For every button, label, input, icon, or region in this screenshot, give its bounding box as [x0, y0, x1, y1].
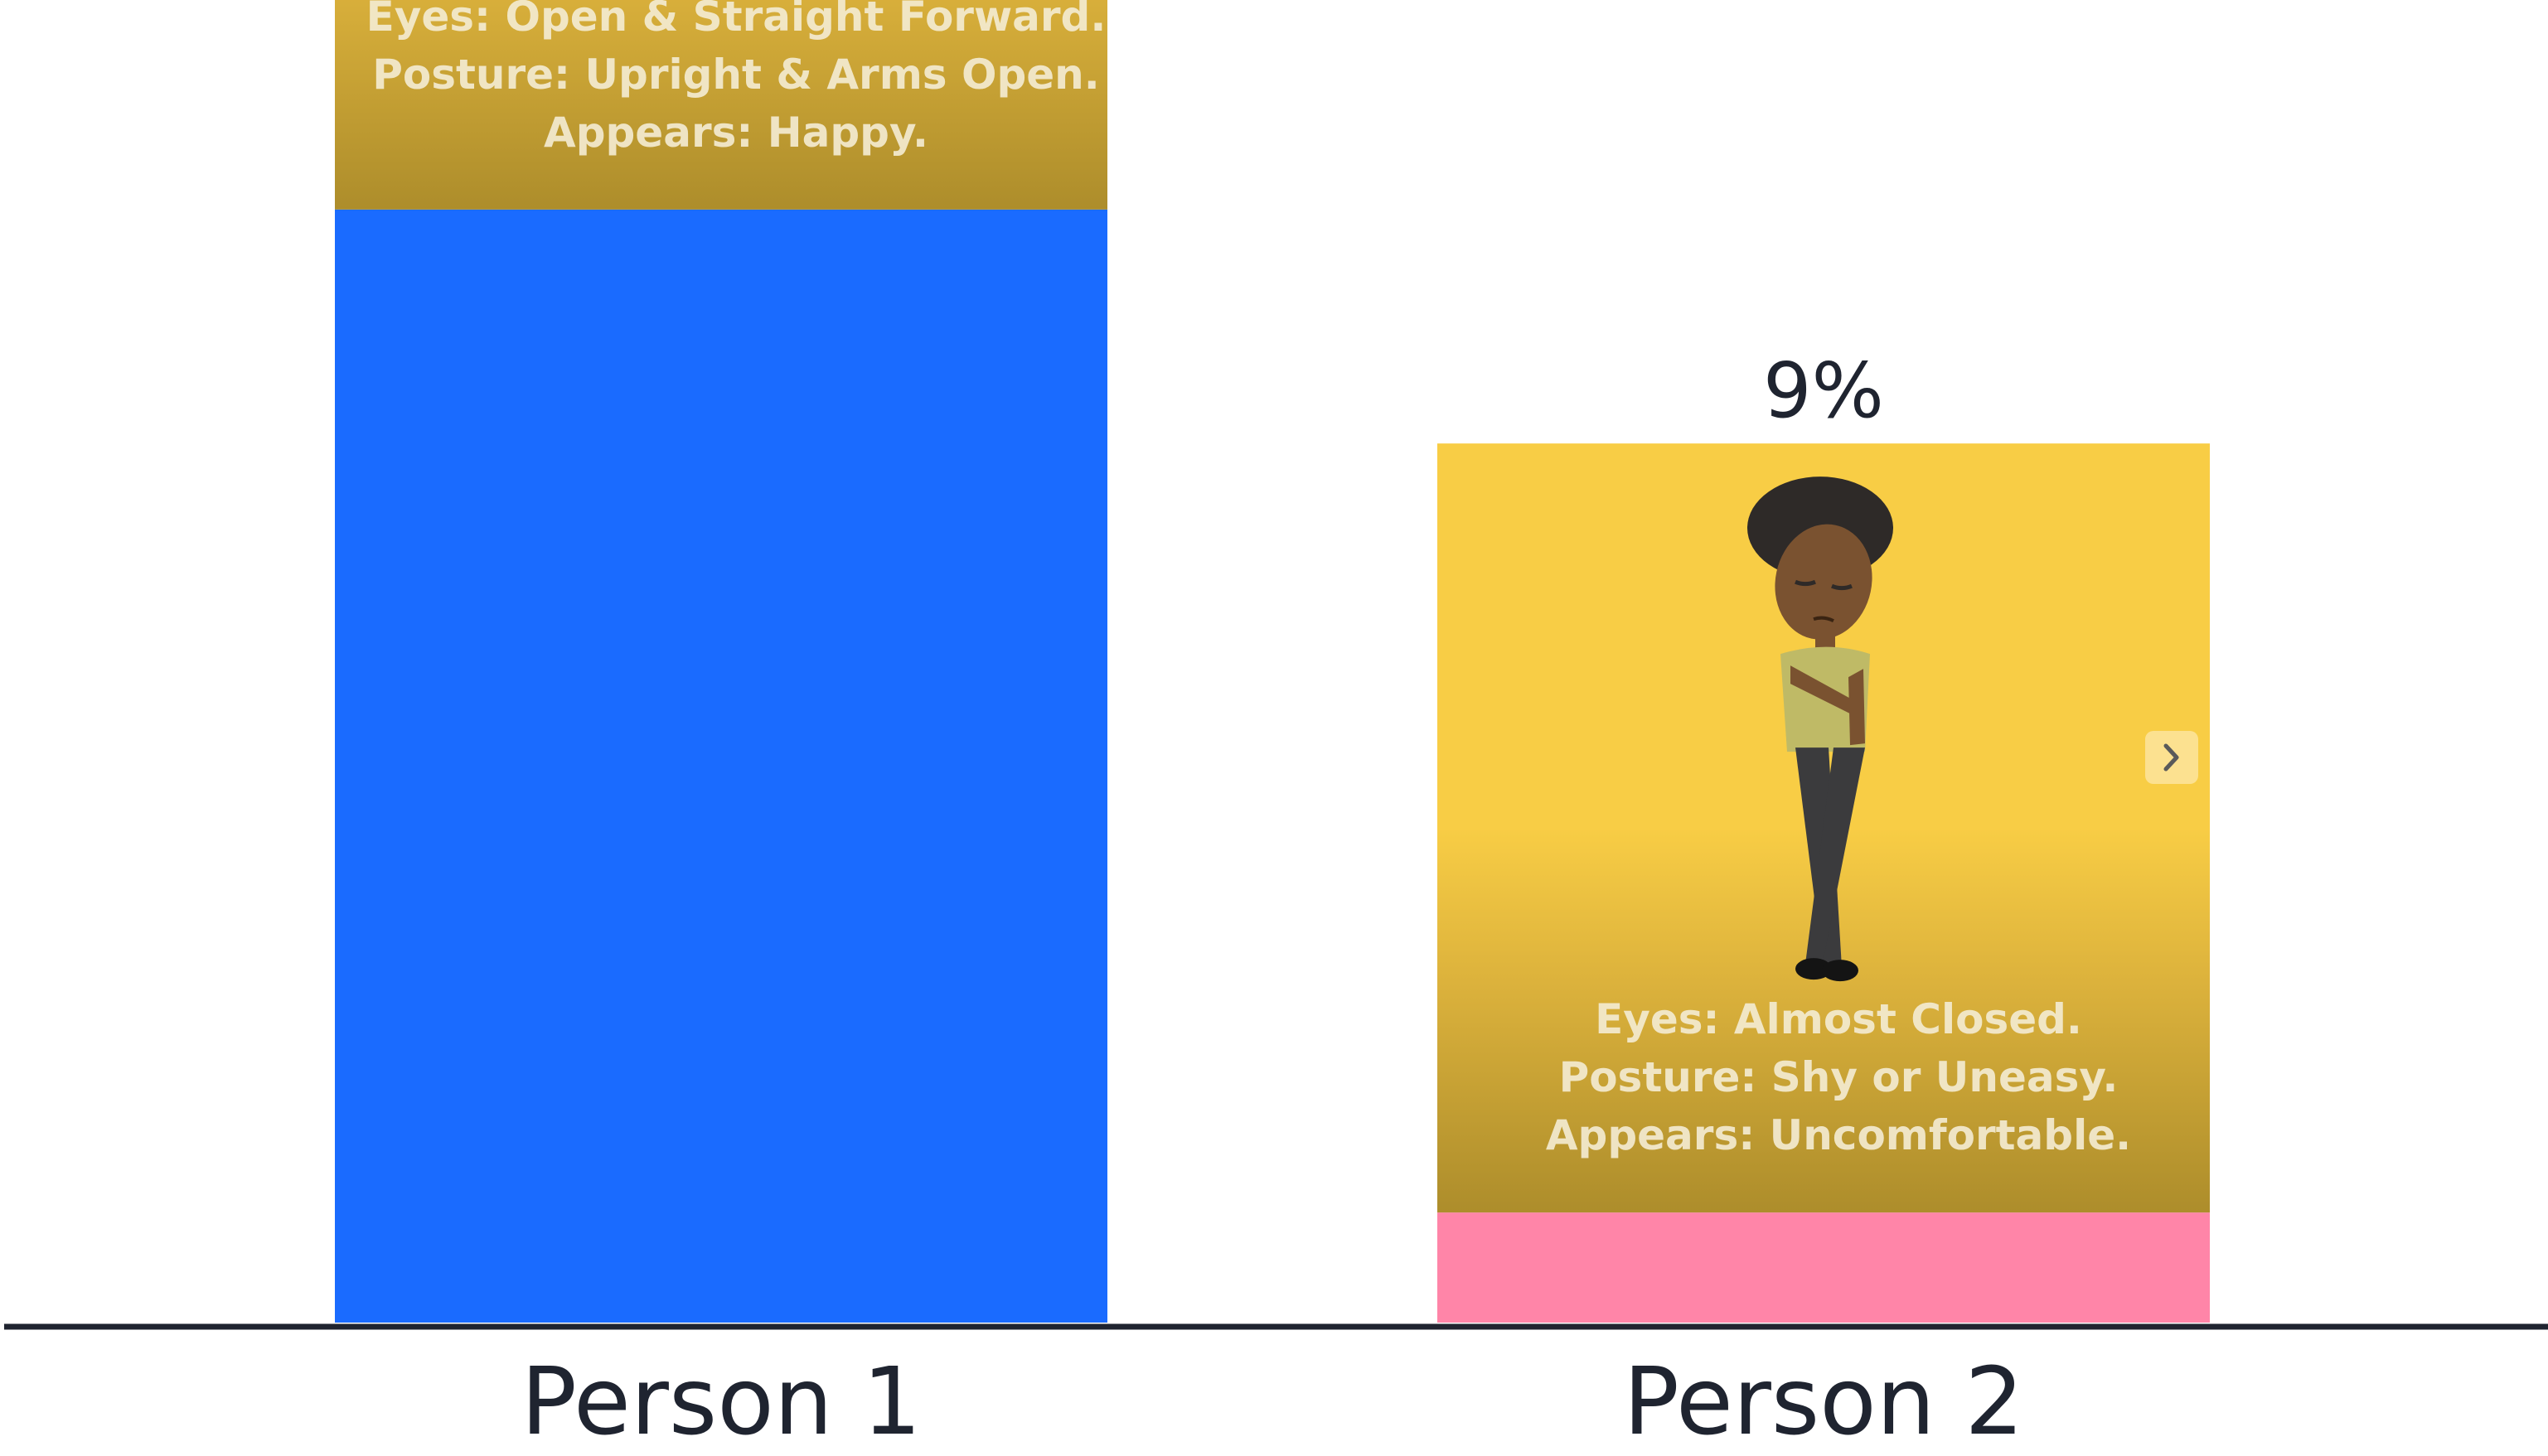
category-label-person-2: Person 2 — [1623, 1348, 2023, 1456]
next-button[interactable] — [2145, 731, 2198, 784]
card-caption-line: Appears: Happy. — [544, 109, 928, 157]
card-caption-line: Eyes: Open & Straight Forward. — [366, 0, 1107, 41]
card-caption-line: Appears: Uncomfortable. — [1546, 1111, 2131, 1159]
image-card-person-2: Eyes: Almost Closed. Posture: Shy or Unea… — [1437, 443, 2210, 1213]
card-caption-line: Posture: Upright & Arms Open. — [372, 51, 1100, 99]
card-background — [335, 0, 1107, 210]
value-label-person-2: 9% — [1763, 346, 1884, 435]
image-card-person-1: Eyes: Open & Straight Forward. Posture: U… — [335, 0, 1107, 210]
bar-person-1 — [335, 209, 1107, 1323]
category-label-person-1: Person 1 — [521, 1348, 921, 1456]
bar-person-2 — [1437, 1212, 2210, 1323]
chevron-right-icon — [2163, 743, 2179, 772]
card-caption-line: Eyes: Almost Closed. — [1595, 995, 2082, 1043]
card-caption-line: Posture: Shy or Uneasy. — [1559, 1053, 2119, 1101]
